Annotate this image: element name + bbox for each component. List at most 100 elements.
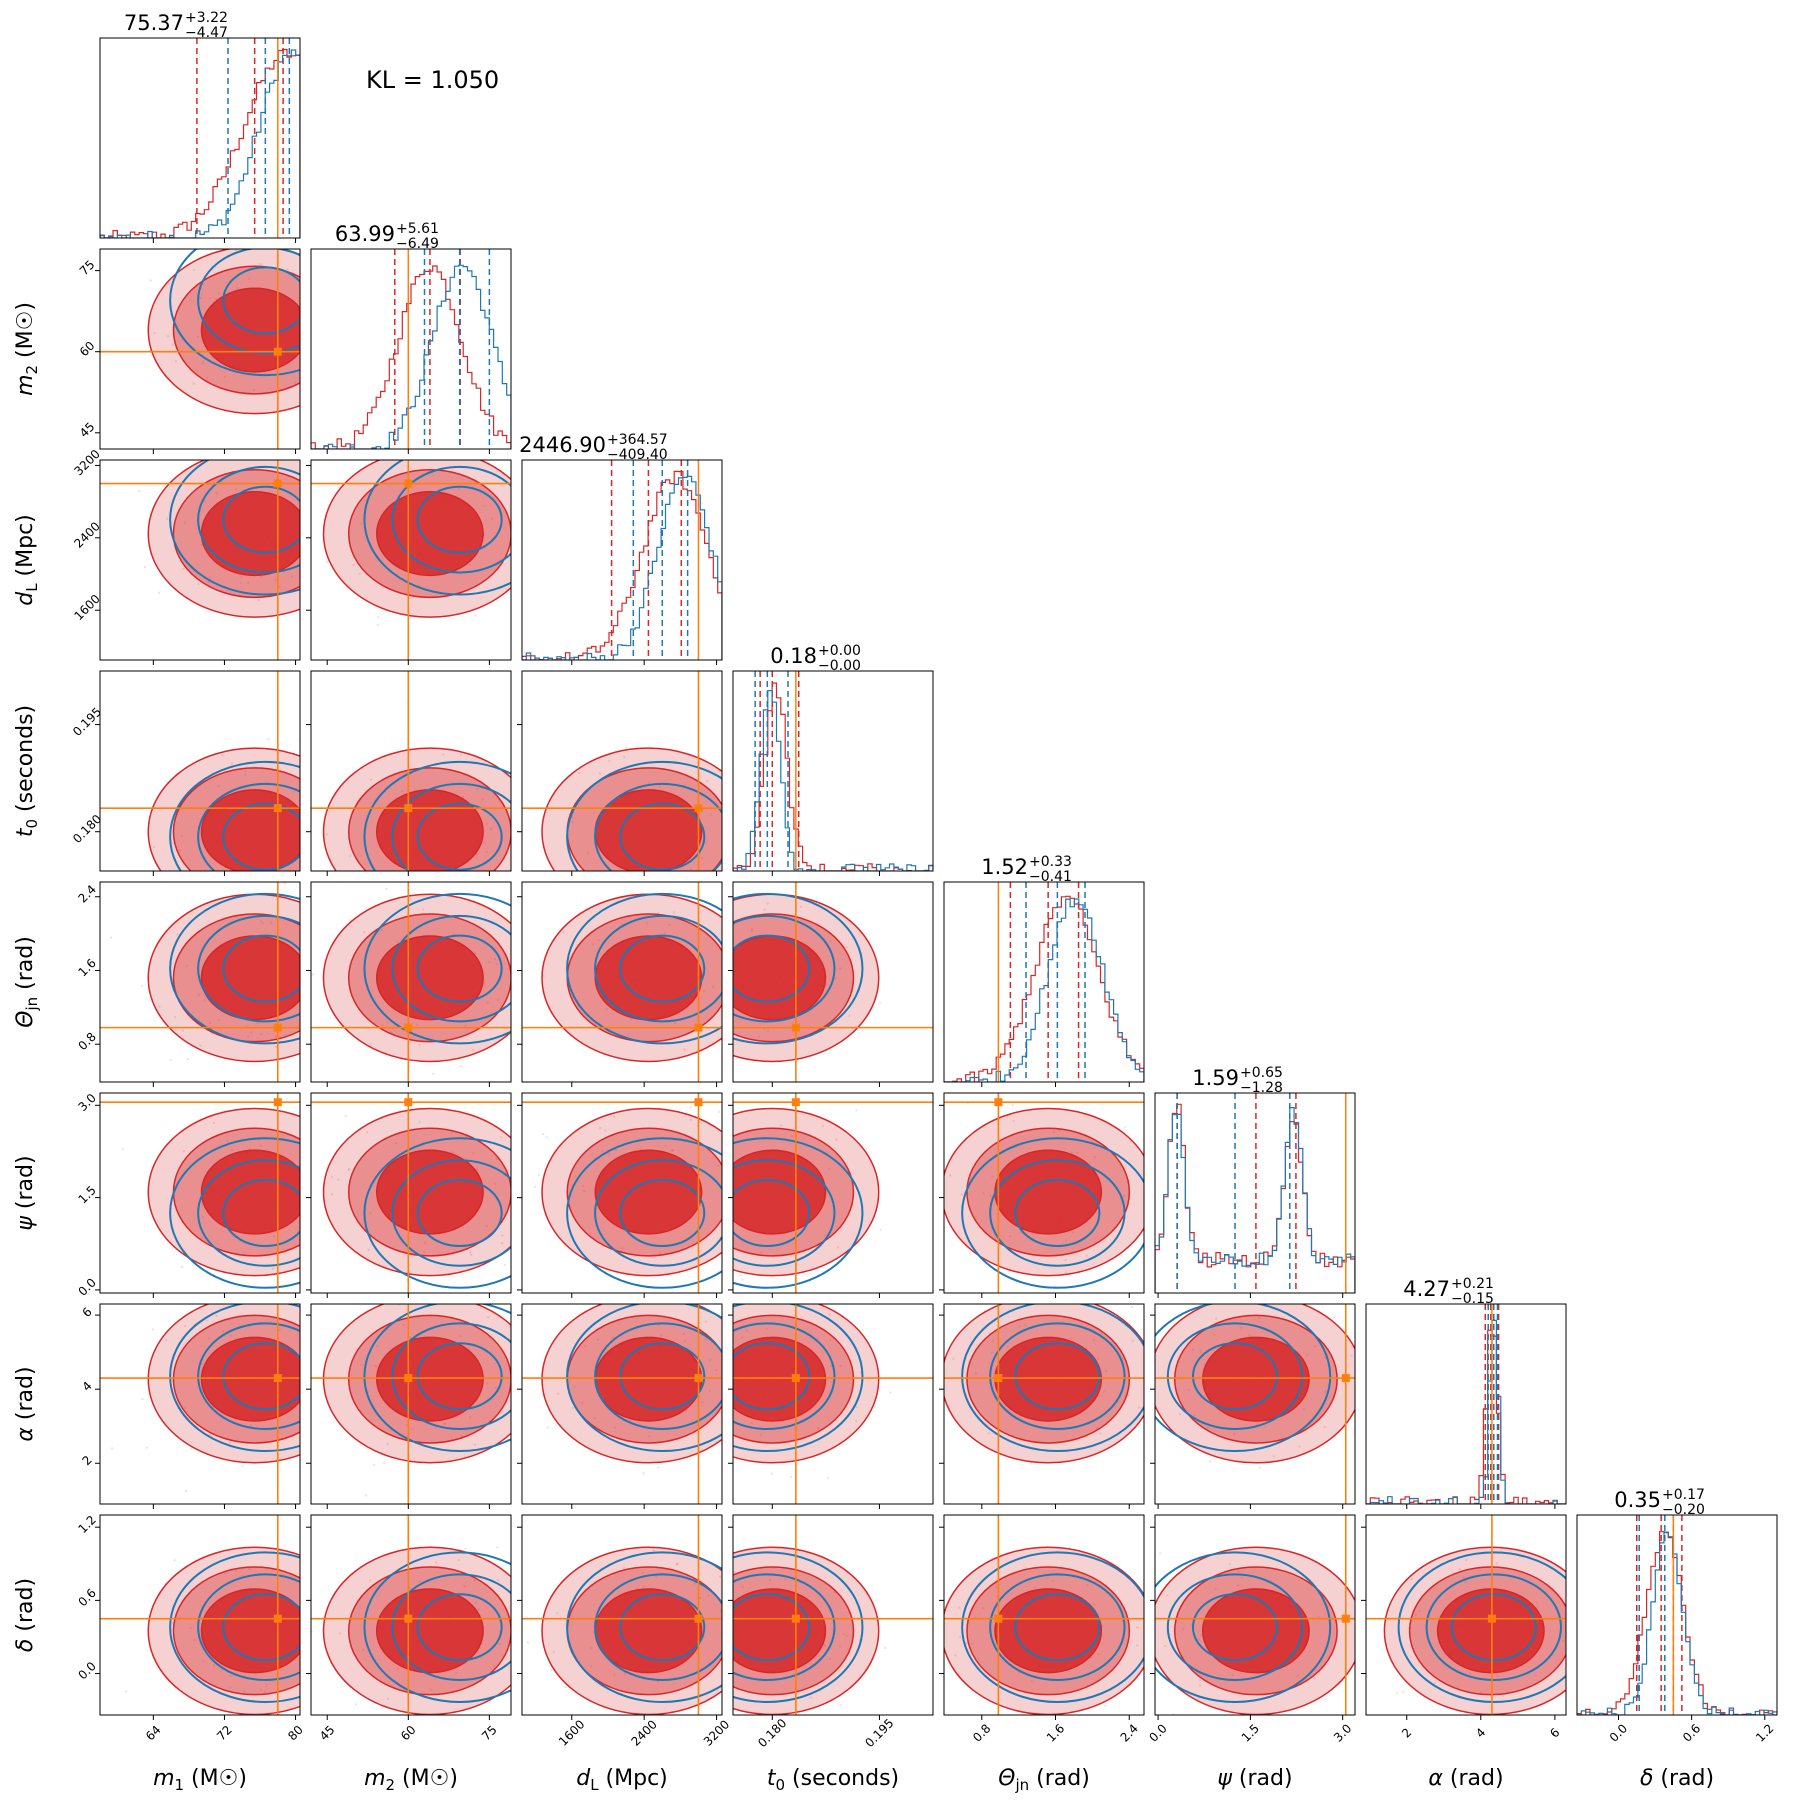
contour-b-2 [222, 934, 300, 1003]
sample-point [590, 1646, 593, 1650]
sample-point [1163, 1644, 1167, 1648]
sample-point [476, 1168, 479, 1171]
truth-marker [404, 1614, 413, 1623]
panel-frame [732, 1514, 934, 1716]
sample-point [676, 1562, 679, 1565]
sample-point [1231, 1274, 1233, 1276]
title-minus: −409.40 [607, 447, 668, 463]
sample-point [715, 1369, 718, 1372]
panel-delta-delta: 0.35 +0.17−0.20 0.0 0.6 1.2 [1576, 1487, 1778, 1745]
sample-point [1198, 1684, 1202, 1687]
sample-point [470, 1253, 473, 1257]
contour-b-0 [363, 1304, 511, 1452]
sample-point [614, 1148, 618, 1152]
sample-point [987, 1432, 991, 1435]
hist-b [1155, 1107, 1355, 1293]
panel-frame [732, 670, 934, 872]
sample-point [879, 1228, 882, 1231]
sample-point [485, 822, 488, 826]
panel-frame [99, 1092, 301, 1294]
panel-frame [943, 881, 1145, 1083]
sample-point [236, 287, 239, 290]
sample-point [707, 1594, 710, 1597]
contour-b-0 [169, 460, 300, 596]
sample-point [960, 1193, 964, 1196]
contour-b-2 [416, 1593, 503, 1662]
sample-point [1070, 1151, 1073, 1154]
sample-point [1136, 1626, 1139, 1629]
sample-point [278, 1328, 281, 1332]
sample-point [230, 1148, 234, 1152]
sample-point [1209, 1460, 1212, 1463]
sample-point [516, 1190, 518, 1192]
contour-b-1 [594, 1322, 722, 1431]
sample-point [1099, 1432, 1102, 1435]
title-m2: 63.99 +5.61−6.49 [335, 221, 439, 252]
truth-marker [273, 1023, 282, 1032]
axis-label-symbol: d [13, 591, 38, 606]
sample-point [321, 924, 323, 926]
sample-point [1008, 1235, 1012, 1238]
sample-point [821, 1124, 824, 1128]
contour-b-2 [416, 934, 503, 1003]
sample-point [153, 331, 156, 335]
sample-point [360, 1363, 363, 1367]
sample-point [489, 828, 492, 831]
sample-point [311, 1214, 313, 1216]
sample-point [369, 1211, 372, 1215]
sample-point [597, 938, 601, 942]
sample-point [574, 1174, 577, 1178]
axis-label-symbol: m [153, 1766, 174, 1791]
sample-point [256, 1022, 259, 1025]
contour-a-2 [200, 1588, 300, 1674]
sample-point [321, 840, 323, 842]
sample-point [169, 1058, 173, 1062]
sample-point [1240, 1576, 1243, 1580]
sample-point [418, 1120, 421, 1124]
sample-point [1024, 1324, 1027, 1327]
sample-point [348, 1702, 350, 1704]
sample-point [664, 1145, 667, 1148]
sample-point [1231, 1673, 1234, 1677]
contour-b-0 [733, 1137, 864, 1289]
sample-point [1191, 1348, 1195, 1351]
sample-point [799, 905, 803, 909]
sample-point [457, 1558, 460, 1562]
sample-point [659, 1334, 663, 1337]
sample-point [1193, 1414, 1196, 1417]
sample-point [274, 579, 277, 582]
sample-point [304, 837, 306, 839]
x-tick-label: 0.8 [970, 1721, 993, 1744]
sample-point [584, 1344, 587, 1348]
sample-point [1313, 1677, 1316, 1680]
title-minus: −0.00 [818, 658, 861, 674]
contour-b-1 [594, 782, 722, 871]
axis-label-unit: (Mpc) [599, 1766, 668, 1791]
sample-point [422, 1250, 426, 1254]
sample-point [230, 762, 234, 765]
sample-point [190, 1447, 193, 1450]
sample-point [234, 887, 236, 889]
sample-point [486, 1001, 489, 1005]
sample-point [1071, 1231, 1075, 1234]
sample-point [1414, 1613, 1417, 1616]
axis-label-t0: t0 (seconds) [767, 1766, 899, 1794]
panel-frame [732, 1092, 934, 1294]
sample-point [1363, 1638, 1365, 1640]
sample-point [327, 495, 329, 497]
contour-b-0 [961, 1304, 1144, 1452]
sample-point [396, 941, 399, 944]
sample-point [530, 1380, 532, 1382]
sample-point [459, 1065, 462, 1068]
x-tick-label: 4 [1473, 1725, 1488, 1740]
panel-frame [99, 1303, 301, 1505]
sample-point [658, 785, 662, 789]
contour-b-2 [222, 485, 300, 554]
sample-point [229, 1686, 232, 1690]
truth-marker [273, 1614, 282, 1623]
sample-point [462, 795, 465, 799]
sample-point [829, 1657, 832, 1661]
sample-point [442, 753, 445, 756]
contour-b-0 [169, 1304, 300, 1452]
contour-b-2 [1450, 1593, 1537, 1662]
